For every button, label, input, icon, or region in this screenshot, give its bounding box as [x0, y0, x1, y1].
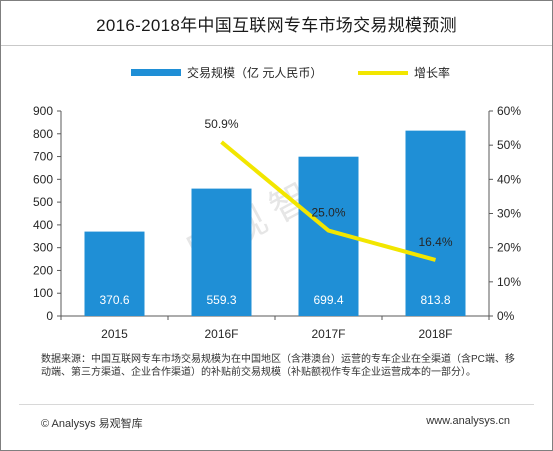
y-right-tick-label: 20%: [497, 241, 521, 255]
axes: 0 100 200 300 400 500 600 700 800 900 0% 10% 20% 30% 4…: [33, 104, 521, 341]
y-right-tick-label: 0%: [497, 309, 515, 323]
growth-rate-label: 50.9%: [204, 117, 238, 131]
y-left-tick-label: 800: [33, 127, 53, 141]
y-left-tick-label: 600: [33, 172, 53, 186]
data-source-note: 数据来源：中国互联网专车市场交易规模为在中国地区（含港澳台）运营的专车企业在全渠…: [41, 354, 515, 378]
legend: 交易规模（亿 元人民币） 增长率: [131, 65, 450, 80]
bar-value-label: 699.4: [313, 293, 343, 307]
y-left-tick-label: 900: [33, 104, 53, 118]
y-right-tick-label: 40%: [497, 172, 521, 186]
bar: [191, 188, 252, 316]
x-tick-label: 2015: [101, 327, 128, 341]
growth-rate-label: 16.4%: [418, 235, 452, 249]
line-series: 50.9% 25.0% 16.4%: [204, 117, 453, 262]
y-left-tick-label: 200: [33, 263, 53, 277]
legend-bar-label: 交易规模（亿 元人民币）: [187, 65, 322, 80]
bar-value-label: 813.8: [420, 293, 450, 307]
y-right-tick-label: 30%: [497, 207, 521, 221]
y-left-tick-label: 0: [46, 309, 53, 323]
legend-line-label: 增长率: [414, 65, 450, 80]
y-right-tick-label: 60%: [497, 104, 521, 118]
y-right-tick-label: 50%: [497, 138, 521, 152]
y-left-tick-label: 400: [33, 218, 53, 232]
chart-area: 0 100 200 300 400 500 600 700 800 900 0% 10% 20% 30% 4…: [33, 65, 521, 341]
bar-series: 370.6 559.3 699.4 813.8: [84, 130, 466, 316]
y-left-tick-label: 700: [33, 150, 53, 164]
y-right-tick-label: 10%: [497, 275, 521, 289]
footer-website: www.analysys.cn: [426, 415, 510, 427]
footer-divider: [19, 404, 534, 405]
x-tick-label: 2016F: [204, 327, 238, 341]
bar-value-label: 559.3: [206, 293, 236, 307]
legend-bar-swatch: [131, 69, 181, 76]
bar: [405, 130, 466, 316]
x-tick-label: 2017F: [311, 327, 345, 341]
y-left-tick-label: 300: [33, 241, 53, 255]
growth-rate-label: 25.0%: [311, 206, 345, 220]
y-left-tick-label: 100: [33, 286, 53, 300]
title-divider: [1, 45, 552, 46]
x-tick-label: 2018F: [418, 327, 452, 341]
bar: [84, 231, 145, 316]
bar-value-label: 370.6: [99, 293, 129, 307]
footer-copyright: © Analysys 易观智库: [41, 418, 143, 430]
y-left-tick-label: 500: [33, 195, 53, 209]
chart-title: 2016-2018年中国互联网专车市场交易规模预测: [96, 16, 457, 35]
